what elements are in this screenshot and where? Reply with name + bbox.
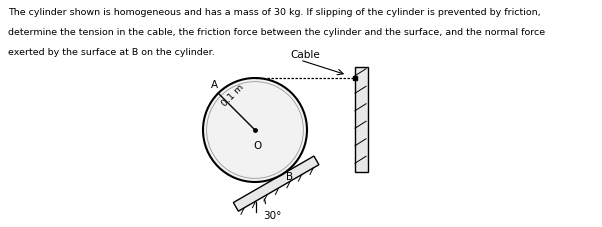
Text: B: B <box>286 171 293 181</box>
Text: exerted by the surface at B on the cylinder.: exerted by the surface at B on the cylin… <box>8 48 215 57</box>
Text: O: O <box>254 140 262 150</box>
Text: 0.1 m: 0.1 m <box>220 83 246 108</box>
Polygon shape <box>234 156 319 211</box>
Text: 30°: 30° <box>263 210 282 220</box>
Text: A: A <box>211 80 218 90</box>
Circle shape <box>203 79 307 182</box>
Text: determine the tension in the cable, the friction force between the cylinder and : determine the tension in the cable, the … <box>8 28 545 37</box>
Text: The cylinder shown is homogeneous and has a mass of 30 kg. If slipping of the cy: The cylinder shown is homogeneous and ha… <box>8 8 541 17</box>
Polygon shape <box>355 68 368 172</box>
Text: Cable: Cable <box>290 50 320 60</box>
